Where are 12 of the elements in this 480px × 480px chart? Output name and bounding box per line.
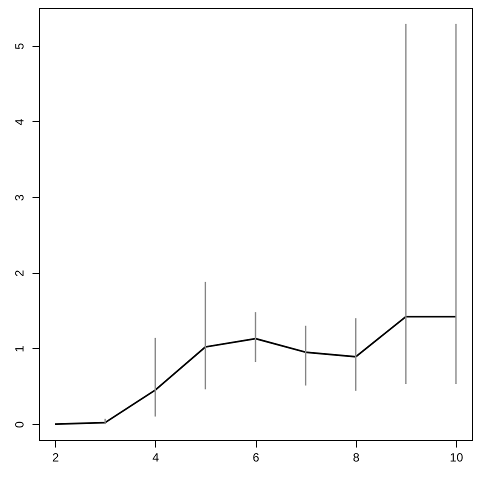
- y-tick-label: 4: [12, 118, 26, 126]
- y-tick-label: 0: [12, 420, 26, 428]
- x-tick-label: 10: [450, 450, 464, 464]
- x-tick-label: 4: [152, 450, 160, 464]
- y-tick-label: 3: [12, 194, 26, 201]
- line-series: [54, 316, 457, 425]
- y-tick-label: 2: [12, 270, 26, 277]
- y-tick-label: 1: [12, 345, 26, 352]
- x-tick-label: 2: [52, 450, 60, 464]
- x-tick-label: 6: [252, 450, 260, 464]
- x-tick-label: 8: [352, 450, 360, 464]
- y-tick-label: 5: [12, 42, 26, 50]
